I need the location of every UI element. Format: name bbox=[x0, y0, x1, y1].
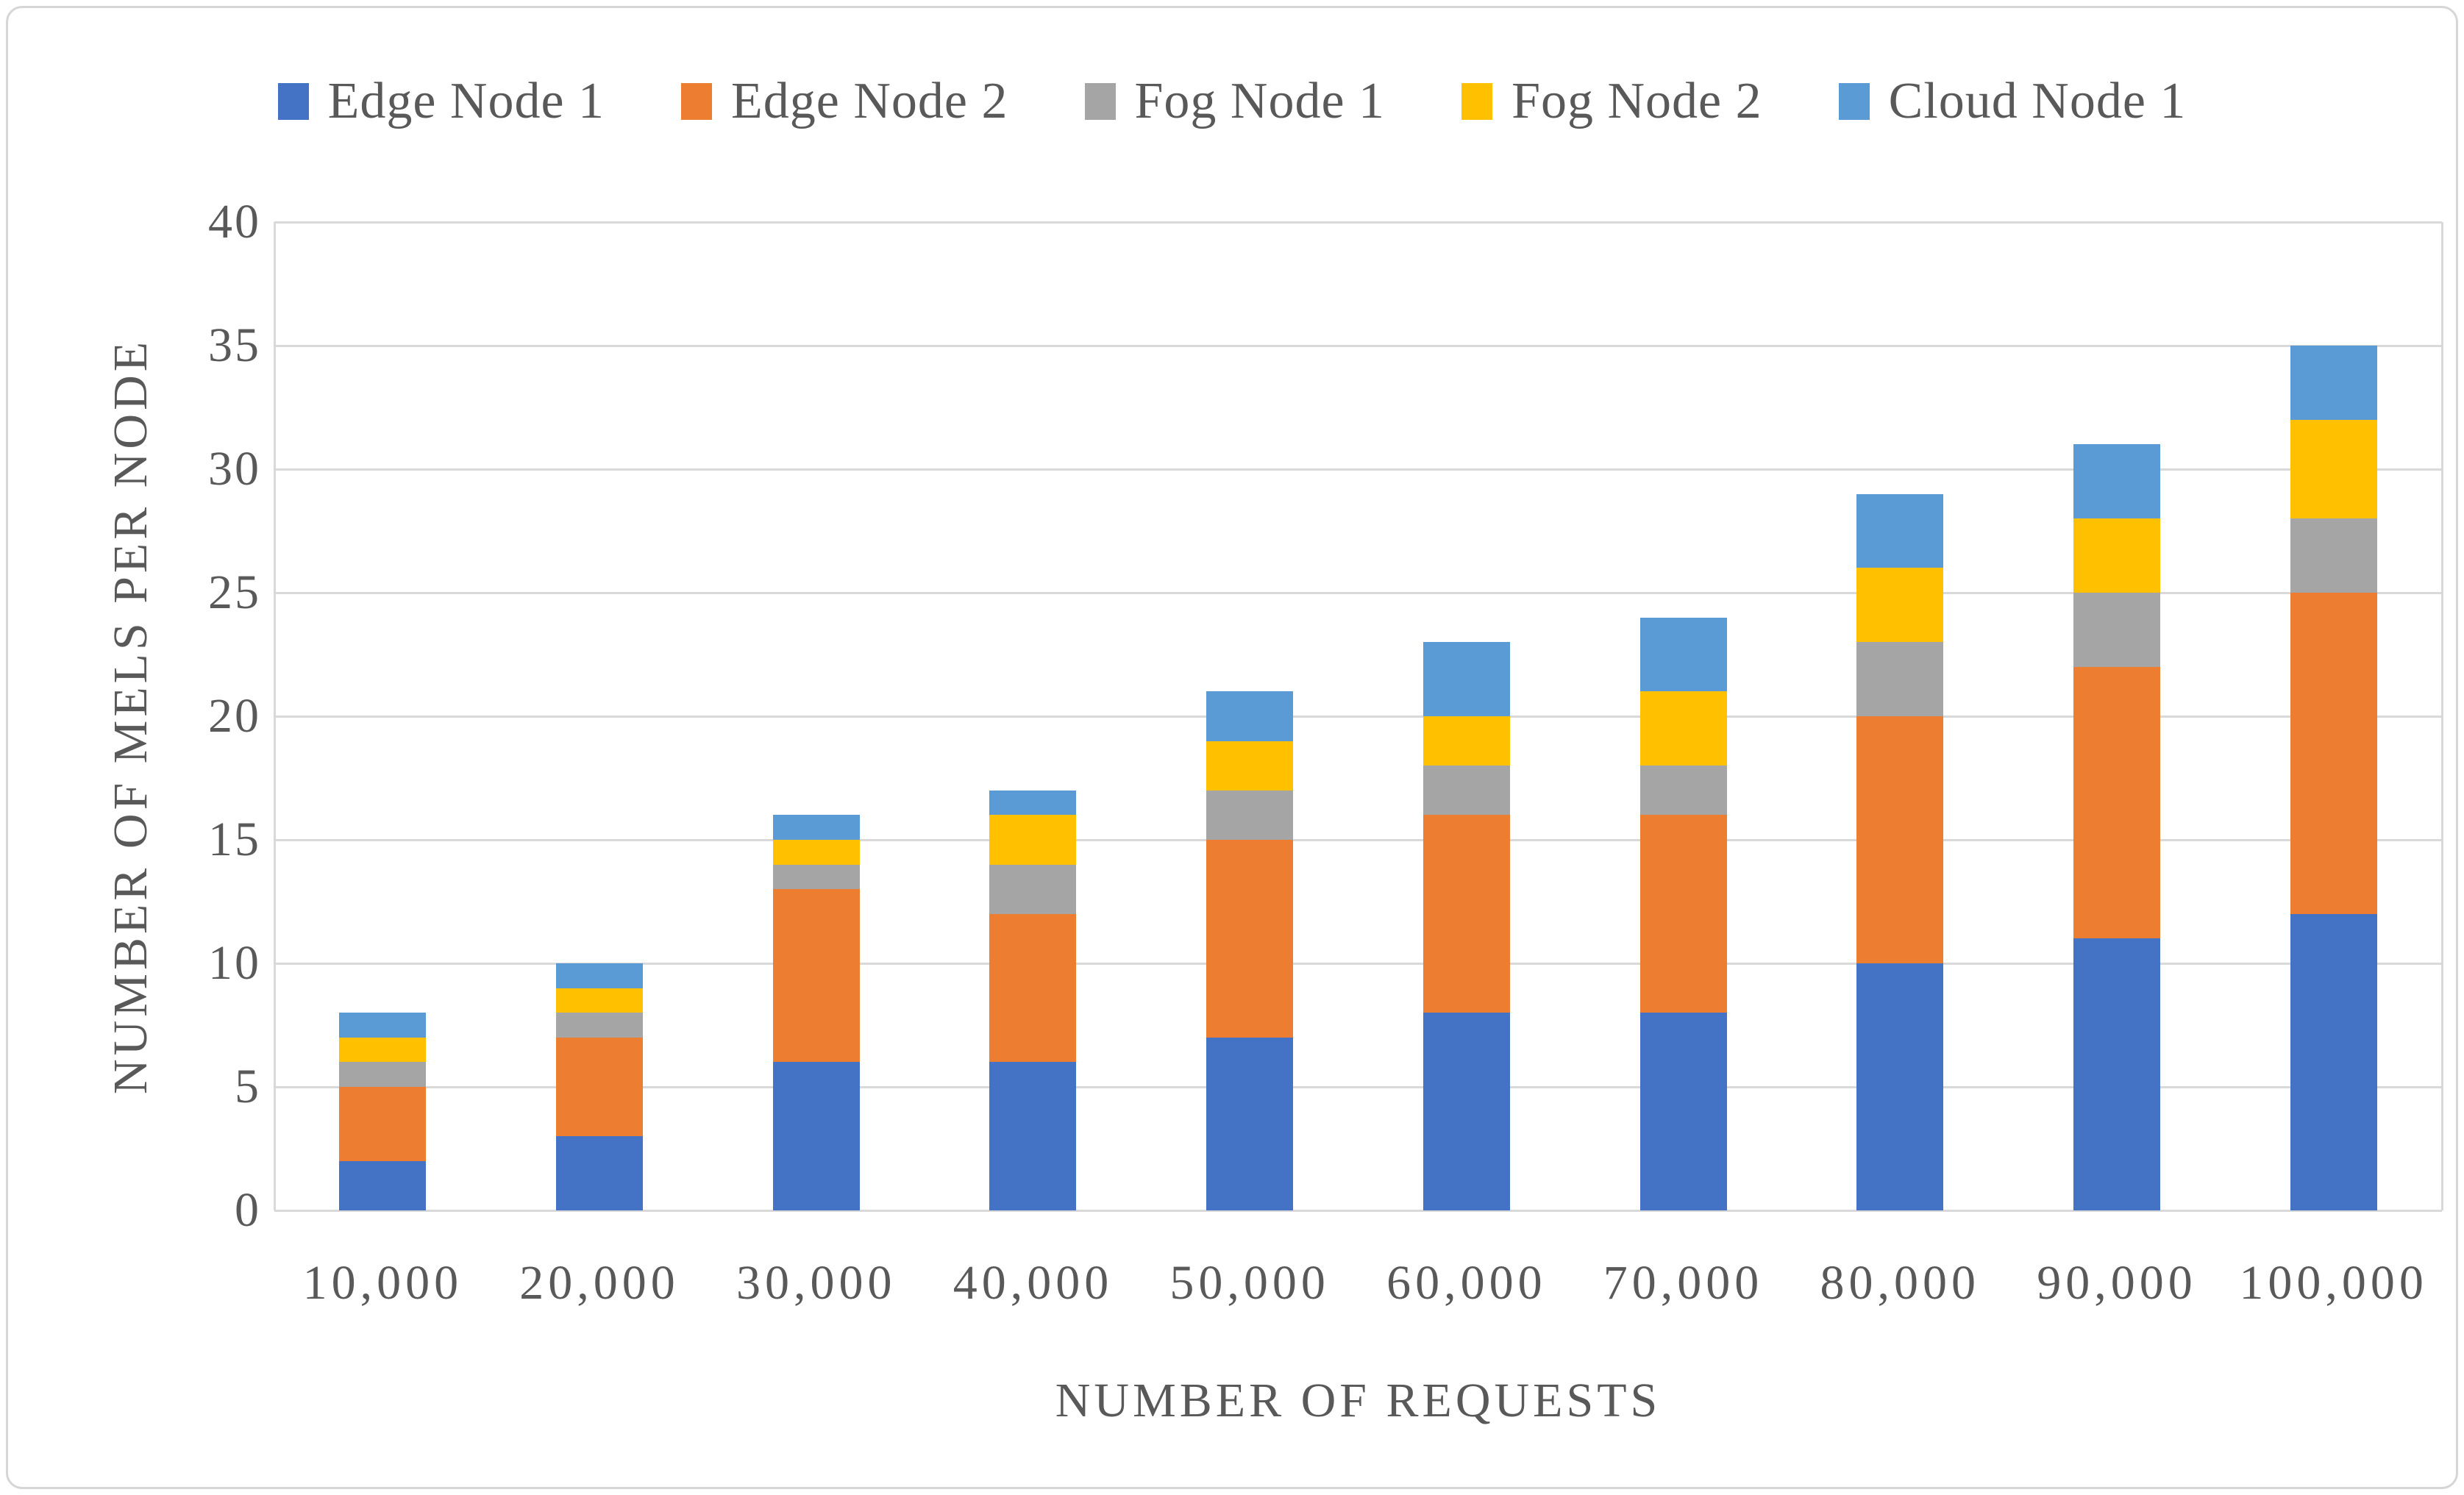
y-tick-label-35: 35 bbox=[208, 318, 261, 372]
bar-80000-fog-node-2 bbox=[1856, 568, 1944, 643]
gridline-y-30 bbox=[274, 468, 2442, 471]
legend-label: Fog Node 2 bbox=[1511, 73, 1762, 129]
y-tick-label-0: 0 bbox=[235, 1183, 261, 1237]
bar-80000-cloud-node-1 bbox=[1856, 493, 1944, 568]
x-tick-label-20000: 20,000 bbox=[519, 1256, 680, 1310]
y-tick-label-15: 15 bbox=[208, 813, 261, 866]
gridline-y-35 bbox=[274, 344, 2442, 347]
legend-item-edge-node-1: Edge Node 1 bbox=[277, 73, 605, 129]
y-tick-label-40: 40 bbox=[208, 195, 261, 249]
bar-20000-edge-node-2 bbox=[556, 1037, 644, 1137]
bar-30000-edge-node-2 bbox=[772, 889, 860, 1063]
bar-90000-edge-node-1 bbox=[2073, 938, 2160, 1210]
gridline-y-20 bbox=[274, 715, 2442, 718]
bar-90000-edge-node-2 bbox=[2073, 666, 2160, 939]
bar-20000-edge-node-1 bbox=[556, 1136, 644, 1210]
legend-label: Edge Node 1 bbox=[327, 73, 605, 129]
bar-40000-edge-node-1 bbox=[989, 1062, 1077, 1210]
y-tick-label-20: 20 bbox=[208, 689, 261, 743]
x-tick-label-30000: 30,000 bbox=[736, 1256, 897, 1310]
plot-border-left bbox=[273, 222, 276, 1210]
bar-90000-cloud-node-1 bbox=[2073, 444, 2160, 519]
legend-label: Cloud Node 1 bbox=[1888, 73, 2187, 129]
gridline-y-40 bbox=[274, 221, 2442, 224]
legend-swatch-icon bbox=[1084, 83, 1116, 120]
bar-70000-fog-node-2 bbox=[1639, 691, 1727, 766]
bar-20000-fog-node-2 bbox=[556, 988, 644, 1013]
bar-30000-cloud-node-1 bbox=[772, 815, 860, 840]
gridline-y-15 bbox=[274, 838, 2442, 841]
legend-item-cloud-node-1: Cloud Node 1 bbox=[1838, 73, 2187, 129]
bar-70000-cloud-node-1 bbox=[1639, 617, 1727, 692]
bar-50000-cloud-node-1 bbox=[1206, 691, 1294, 741]
gridline-y-5 bbox=[274, 1085, 2442, 1088]
bar-80000-edge-node-2 bbox=[1856, 716, 1944, 963]
bar-50000-edge-node-2 bbox=[1206, 840, 1294, 1038]
x-tick-label-40000: 40,000 bbox=[953, 1256, 1114, 1310]
legend-item-fog-node-1: Fog Node 1 bbox=[1084, 73, 1386, 129]
bar-60000-edge-node-2 bbox=[1423, 815, 1510, 1013]
bar-20000-cloud-node-1 bbox=[556, 963, 644, 988]
bar-80000-fog-node-1 bbox=[1856, 642, 1944, 716]
bar-70000-edge-node-1 bbox=[1639, 1013, 1727, 1210]
bar-60000-edge-node-1 bbox=[1423, 1013, 1510, 1210]
bar-100000-fog-node-1 bbox=[2290, 518, 2377, 593]
legend-swatch-icon bbox=[277, 83, 309, 120]
bar-100000-edge-node-2 bbox=[2290, 593, 2377, 914]
x-tick-label-100000: 100,000 bbox=[2239, 1256, 2428, 1310]
legend-item-fog-node-2: Fog Node 2 bbox=[1461, 76, 1762, 127]
legend-label: Fog Node 1 bbox=[1134, 73, 1386, 129]
bar-60000-fog-node-1 bbox=[1423, 766, 1510, 816]
y-tick-label-25: 25 bbox=[208, 565, 261, 619]
bar-40000-fog-node-2 bbox=[989, 815, 1077, 865]
bar-100000-fog-node-2 bbox=[2290, 419, 2377, 519]
bar-50000-edge-node-1 bbox=[1206, 1037, 1294, 1210]
bar-40000-fog-node-1 bbox=[989, 864, 1077, 914]
bar-10000-cloud-node-1 bbox=[339, 1013, 427, 1038]
bar-30000-fog-node-2 bbox=[772, 840, 860, 865]
bar-100000-edge-node-1 bbox=[2290, 913, 2377, 1210]
gridline-y-10 bbox=[274, 962, 2442, 965]
bar-60000-fog-node-2 bbox=[1423, 716, 1510, 766]
bar-30000-edge-node-1 bbox=[772, 1062, 860, 1210]
bar-60000-cloud-node-1 bbox=[1423, 642, 1510, 716]
bar-40000-cloud-node-1 bbox=[989, 790, 1077, 816]
x-tick-label-60000: 60,000 bbox=[1386, 1256, 1547, 1310]
x-tick-label-70000: 70,000 bbox=[1603, 1256, 1764, 1310]
y-tick-label-10: 10 bbox=[208, 936, 261, 990]
bar-20000-fog-node-1 bbox=[556, 1013, 644, 1038]
gridline-y-0 bbox=[274, 1209, 2442, 1212]
bar-70000-edge-node-2 bbox=[1639, 815, 1727, 1013]
legend-label: Edge Node 2 bbox=[731, 73, 1008, 129]
bar-50000-fog-node-2 bbox=[1206, 741, 1294, 791]
bar-40000-edge-node-2 bbox=[989, 913, 1077, 1063]
bar-80000-edge-node-1 bbox=[1856, 963, 1944, 1210]
bar-90000-fog-node-2 bbox=[2073, 518, 2160, 593]
legend-item-edge-node-2: Edge Node 2 bbox=[681, 76, 1008, 127]
plot-border-right bbox=[2440, 222, 2443, 1210]
chart-legend: Edge Node 1 Edge Node 2 Fog Node 1 Fog Node… bbox=[0, 65, 2464, 138]
bar-10000-fog-node-1 bbox=[339, 1062, 427, 1087]
bar-50000-fog-node-1 bbox=[1206, 790, 1294, 840]
gridline-y-25 bbox=[274, 591, 2442, 594]
bar-10000-edge-node-1 bbox=[339, 1160, 427, 1210]
x-tick-label-90000: 90,000 bbox=[2037, 1256, 2197, 1310]
legend-swatch-icon bbox=[681, 83, 713, 120]
y-tick-label-30: 30 bbox=[208, 442, 261, 496]
x-axis-title: NUMBER OF REQUESTS bbox=[1055, 1374, 1662, 1427]
x-tick-label-50000: 50,000 bbox=[1169, 1256, 1330, 1310]
bar-10000-edge-node-2 bbox=[339, 1087, 427, 1161]
legend-swatch-icon bbox=[1461, 83, 1493, 120]
bar-90000-fog-node-1 bbox=[2073, 593, 2160, 667]
bar-10000-fog-node-2 bbox=[339, 1037, 427, 1063]
legend-swatch-icon bbox=[1838, 83, 1870, 120]
bar-100000-cloud-node-1 bbox=[2290, 346, 2377, 420]
bar-30000-fog-node-1 bbox=[772, 864, 860, 890]
bar-70000-fog-node-1 bbox=[1639, 766, 1727, 816]
x-tick-label-10000: 10,000 bbox=[302, 1256, 463, 1310]
y-tick-label-5: 5 bbox=[235, 1060, 261, 1113]
x-tick-label-80000: 80,000 bbox=[1820, 1256, 1980, 1310]
